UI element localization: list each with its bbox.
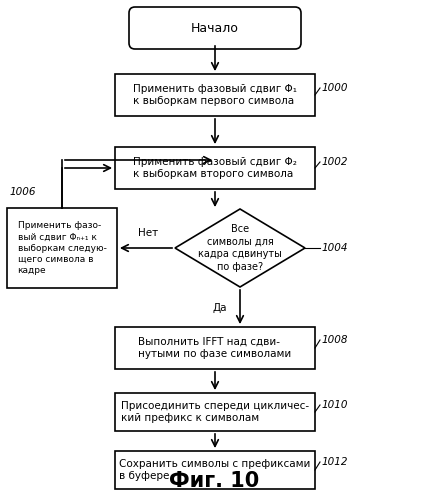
Text: 1004: 1004 bbox=[322, 243, 348, 253]
Text: 1012: 1012 bbox=[322, 457, 348, 467]
Text: Да: Да bbox=[213, 303, 227, 313]
Text: Применить фазовый сдвиг Φ₂
к выборкам второго символа: Применить фазовый сдвиг Φ₂ к выборкам вт… bbox=[133, 157, 297, 179]
Text: Начало: Начало bbox=[191, 21, 239, 34]
Bar bbox=[7, 208, 117, 288]
Bar bbox=[115, 147, 315, 189]
Bar bbox=[115, 74, 315, 116]
Text: Все
символы для
кадра сдвинуты
по фазе?: Все символы для кадра сдвинуты по фазе? bbox=[198, 225, 282, 271]
Text: 1008: 1008 bbox=[322, 335, 348, 345]
Text: Присоединить спереди цикличес-
кий префикс к символам: Присоединить спереди цикличес- кий префи… bbox=[121, 401, 309, 423]
FancyBboxPatch shape bbox=[129, 7, 301, 49]
Text: Нет: Нет bbox=[138, 228, 158, 238]
Text: 1002: 1002 bbox=[322, 157, 348, 167]
Bar bbox=[115, 393, 315, 431]
Polygon shape bbox=[175, 209, 305, 287]
Bar bbox=[115, 451, 315, 489]
Text: 1010: 1010 bbox=[322, 400, 348, 410]
Text: Применить фазовый сдвиг Φ₁
к выборкам первого символа: Применить фазовый сдвиг Φ₁ к выборкам пе… bbox=[133, 84, 297, 106]
Text: 1006: 1006 bbox=[10, 187, 36, 197]
Text: Выполнить IFFT над сдви-
нутыми по фазе символами: Выполнить IFFT над сдви- нутыми по фазе … bbox=[139, 337, 292, 359]
Text: Фиг. 10: Фиг. 10 bbox=[169, 471, 260, 491]
Text: Сохранить символы с префиксами
в буфере: Сохранить символы с префиксами в буфере bbox=[119, 459, 311, 481]
Bar bbox=[115, 327, 315, 369]
Text: 1000: 1000 bbox=[322, 83, 348, 93]
Text: Применить фазо-
вый сдвиг Φₙ₊₁ к
выборкам следую-
щего символа в
кадре: Применить фазо- вый сдвиг Φₙ₊₁ к выборка… bbox=[18, 221, 106, 275]
